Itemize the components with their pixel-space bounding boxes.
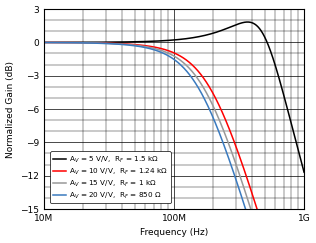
A$_V$ = 20 V/V,  R$_F$ = 850 Ω [247, 218, 251, 221]
A$_V$ = 10 V/V,  R$_F$ = 1.24 kΩ [55, 41, 59, 44]
A$_V$ = 5 V/V,  R$_F$ = 1.5 kΩ [295, 142, 298, 145]
A$_V$ = 5 V/V,  R$_F$ = 1.5 kΩ [247, 21, 251, 24]
A$_V$ = 5 V/V,  R$_F$ = 1.5 kΩ [42, 41, 46, 44]
A$_V$ = 5 V/V,  R$_F$ = 1.5 kΩ [162, 39, 166, 42]
A$_V$ = 5 V/V,  R$_F$ = 1.5 kΩ [168, 39, 172, 42]
Line: A$_V$ = 20 V/V,  R$_F$ = 850 Ω: A$_V$ = 20 V/V, R$_F$ = 850 Ω [44, 43, 304, 243]
Line: A$_V$ = 15 V/V,  R$_F$ = 1 kΩ: A$_V$ = 15 V/V, R$_F$ = 1 kΩ [44, 43, 304, 243]
A$_V$ = 5 V/V,  R$_F$ = 1.5 kΩ [295, 143, 299, 146]
Line: A$_V$ = 5 V/V,  R$_F$ = 1.5 kΩ: A$_V$ = 5 V/V, R$_F$ = 1.5 kΩ [44, 22, 304, 172]
X-axis label: Frequency (Hz): Frequency (Hz) [140, 228, 208, 237]
A$_V$ = 5 V/V,  R$_F$ = 1.5 kΩ [55, 41, 59, 44]
A$_V$ = 20 V/V,  R$_F$ = 850 Ω [162, 52, 166, 55]
A$_V$ = 20 V/V,  R$_F$ = 850 Ω [42, 41, 46, 44]
A$_V$ = 15 V/V,  R$_F$ = 1 kΩ [42, 41, 46, 44]
A$_V$ = 20 V/V,  R$_F$ = 850 Ω [55, 41, 59, 44]
A$_V$ = 20 V/V,  R$_F$ = 850 Ω [168, 56, 172, 59]
A$_V$ = 5 V/V,  R$_F$ = 1.5 kΩ [246, 21, 250, 24]
Legend: A$_V$ = 5 V/V,  R$_F$ = 1.5 kΩ, A$_V$ = 10 V/V,  R$_F$ = 1.24 kΩ, A$_V$ = 15 V/V: A$_V$ = 5 V/V, R$_F$ = 1.5 kΩ, A$_V$ = 1… [50, 151, 171, 203]
A$_V$ = 10 V/V,  R$_F$ = 1.24 kΩ [42, 41, 46, 44]
A$_V$ = 15 V/V,  R$_F$ = 1 kΩ [162, 50, 166, 53]
A$_V$ = 15 V/V,  R$_F$ = 1 kΩ [55, 41, 59, 44]
A$_V$ = 10 V/V,  R$_F$ = 1.24 kΩ [168, 50, 172, 53]
A$_V$ = 5 V/V,  R$_F$ = 1.5 kΩ [302, 171, 306, 174]
A$_V$ = 10 V/V,  R$_F$ = 1.24 kΩ [162, 48, 166, 51]
Y-axis label: Normalized Gain (dB): Normalized Gain (dB) [6, 61, 15, 157]
A$_V$ = 15 V/V,  R$_F$ = 1 kΩ [247, 201, 251, 204]
A$_V$ = 15 V/V,  R$_F$ = 1 kΩ [168, 53, 172, 56]
A$_V$ = 10 V/V,  R$_F$ = 1.24 kΩ [247, 182, 251, 185]
Line: A$_V$ = 10 V/V,  R$_F$ = 1.24 kΩ: A$_V$ = 10 V/V, R$_F$ = 1.24 kΩ [44, 43, 304, 243]
